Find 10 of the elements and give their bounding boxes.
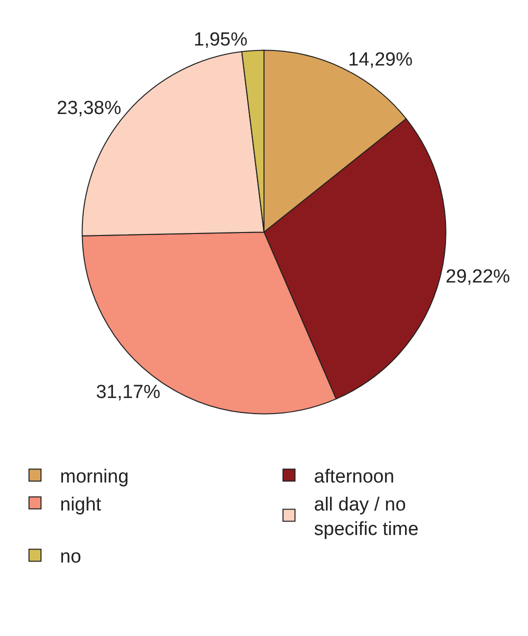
data-label: 31,17% <box>96 382 160 403</box>
data-label: 14,29% <box>348 49 413 70</box>
data-label: 29,22% <box>446 266 510 288</box>
data-label: 1,95% <box>194 30 248 51</box>
legend-label: night <box>60 494 102 516</box>
legend-label: no <box>60 546 82 568</box>
legend-label: morning <box>60 466 129 488</box>
legend-label: afternoon <box>314 466 394 488</box>
legend-label: all day / no specific time <box>314 494 419 540</box>
data-label: 23,38% <box>56 98 122 120</box>
